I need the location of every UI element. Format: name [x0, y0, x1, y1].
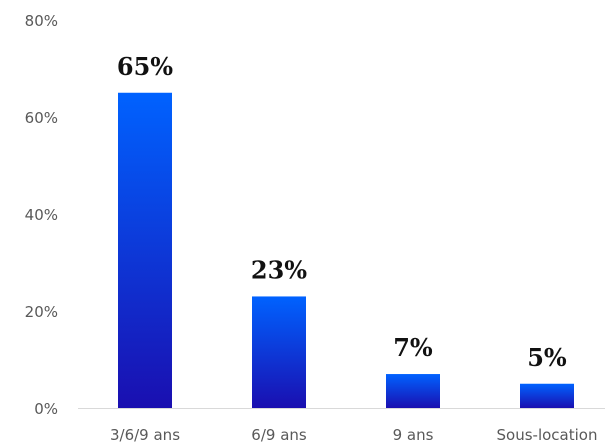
y-axis-tick-labels: 0% 20% 40% 60% 80%	[25, 12, 58, 418]
x-category-label: 9 ans	[393, 426, 434, 444]
value-labels-group: 65% 23% 7% 5%	[117, 52, 567, 372]
y-tick-label: 20%	[25, 303, 58, 321]
x-category-label: Sous-location	[497, 426, 598, 444]
y-tick-label: 40%	[25, 206, 58, 224]
bar	[386, 374, 440, 408]
category-labels-group: 3/6/9 ans 6/9 ans 9 ans Sous-location	[110, 426, 597, 444]
bars-group	[118, 92, 574, 408]
y-tick-label: 0%	[34, 400, 58, 418]
bar-value-label: 5%	[527, 343, 567, 372]
bar-value-label: 7%	[393, 333, 433, 362]
bar-value-label: 65%	[117, 52, 173, 81]
bar-value-label: 23%	[251, 255, 307, 284]
y-tick-label: 80%	[25, 12, 58, 30]
x-category-label: 3/6/9 ans	[110, 426, 180, 444]
bar	[520, 383, 574, 408]
y-tick-label: 60%	[25, 109, 58, 127]
bar	[118, 92, 172, 408]
bar	[252, 296, 306, 408]
x-category-label: 6/9 ans	[251, 426, 307, 444]
